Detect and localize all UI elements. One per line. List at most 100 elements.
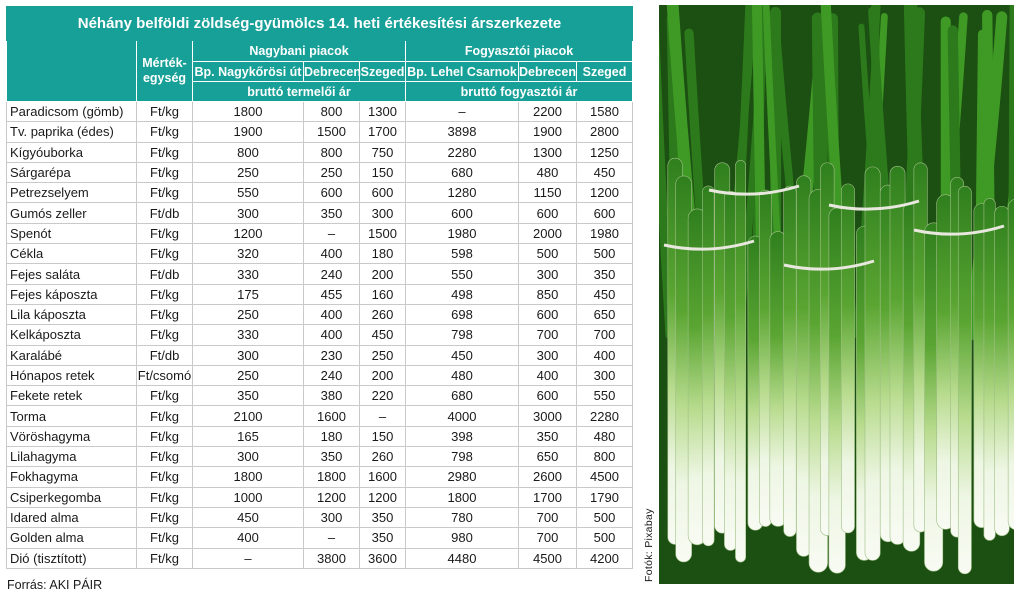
price-cell: – <box>303 222 360 245</box>
table-row: Sárgarépa Ft/kg 250 250 150 680 480 450 <box>6 161 634 184</box>
unit-cell: Ft/kg <box>136 446 193 468</box>
table-row: Lilahagyma Ft/kg 300 350 260 798 650 800 <box>6 446 634 468</box>
unit-cell: Ft/kg <box>136 527 193 549</box>
price-cell: – <box>192 547 304 569</box>
price-cell: 3800 <box>303 547 360 569</box>
product-name: Csiperkegomba <box>6 486 137 508</box>
price-cell: 220 <box>359 385 406 407</box>
market-header: Debrecen <box>518 61 577 82</box>
unit-cell: Ft/kg <box>136 405 193 427</box>
product-name: Paradicsom (gömb) <box>6 100 137 123</box>
price-cell: 1790 <box>575 486 634 508</box>
price-cell: 650 <box>575 303 634 326</box>
price-cell: 1000 <box>192 486 304 508</box>
market-header: Bp. Lehel Csarnok <box>405 61 519 82</box>
price-cell: 350 <box>303 202 360 224</box>
market-header: Debrecen <box>303 61 361 82</box>
price-cell: 3600 <box>359 547 406 569</box>
price-cell: 2800 <box>575 121 634 143</box>
price-cell: 350 <box>359 527 406 549</box>
price-cell: 3000 <box>518 405 577 427</box>
price-cell: 2280 <box>405 141 519 163</box>
price-cell: 330 <box>192 324 304 346</box>
price-cell: 550 <box>192 182 304 204</box>
unit-cell: Ft/kg <box>136 243 193 265</box>
price-cell: 800 <box>575 446 634 468</box>
onion-stalk <box>889 165 906 545</box>
bundle-tie <box>913 224 1005 236</box>
price-cell: 2000 <box>518 222 577 245</box>
price-cell: 1600 <box>303 405 360 427</box>
unit-cell: Ft/kg <box>136 182 193 204</box>
price-cell: 4000 <box>405 405 519 427</box>
price-cell: 1800 <box>192 466 304 488</box>
product-name: Dió (tisztított) <box>6 547 137 569</box>
price-cell: 260 <box>359 303 406 326</box>
spring-onion-photo <box>659 5 1014 584</box>
price-cell: 1980 <box>575 222 634 245</box>
price-cell: 1800 <box>192 100 304 123</box>
market-header: Szeged <box>575 61 634 82</box>
price-cell: 400 <box>192 527 304 549</box>
unit-cell: Ft/db <box>136 202 193 224</box>
table-row: Kelkáposzta Ft/kg 330 400 450 798 700 700 <box>6 324 634 346</box>
table-row: Fejes saláta Ft/db 330 240 200 550 300 350 <box>6 263 634 285</box>
product-name: Fekete retek <box>6 385 137 407</box>
onion-stalk <box>864 166 881 561</box>
price-cell: 300 <box>303 506 360 529</box>
price-cell: 165 <box>192 425 304 448</box>
price-cell: 250 <box>359 344 406 366</box>
price-cell: 798 <box>405 446 519 468</box>
price-cell: 600 <box>303 182 360 204</box>
price-cell: 500 <box>575 527 634 549</box>
source-note: Forrás: AKI PÁIR <box>7 578 103 592</box>
price-cell: 350 <box>575 263 634 285</box>
price-cell: 400 <box>575 344 634 366</box>
bundle-tie <box>783 259 875 271</box>
price-cell: 2100 <box>192 405 304 427</box>
price-cell: – <box>405 100 519 123</box>
price-cell: 1300 <box>518 141 577 163</box>
price-cell: 400 <box>303 324 360 346</box>
price-cell: 500 <box>518 243 577 265</box>
price-cell: 850 <box>518 283 577 305</box>
product-name: Gumós zeller <box>6 202 137 224</box>
price-cell: 598 <box>405 243 519 265</box>
price-cell: 600 <box>518 385 577 407</box>
product-name: Tv. paprika (édes) <box>6 121 137 143</box>
unit-cell: Ft/kg <box>136 506 193 529</box>
price-cell: – <box>303 527 360 549</box>
product-name: Torma <box>6 405 137 427</box>
table-row: Kígyóuborka Ft/kg 800 800 750 2280 1300 1250 <box>6 141 634 163</box>
product-name: Hónapos retek <box>6 364 137 387</box>
price-cell: 180 <box>303 425 360 448</box>
table-body: Paradicsom (gömb) Ft/kg 1800 800 1300–2200 15… <box>6 100 634 569</box>
unit-cell: Ft/kg <box>136 121 193 143</box>
unit-cell: Ft/db <box>136 344 193 366</box>
price-cell: 400 <box>518 364 577 387</box>
price-cell: 500 <box>575 243 634 265</box>
table-row: Vöröshagyma Ft/kg 165 180 150 398 350 480 <box>6 425 634 448</box>
spring-onion-illustration <box>659 5 1014 584</box>
price-cell: 480 <box>575 425 634 448</box>
product-name: Lila káposzta <box>6 303 137 326</box>
bundle-tie <box>708 184 800 196</box>
price-cell: 2600 <box>518 466 577 488</box>
price-cell: 300 <box>518 263 577 285</box>
price-cell: 1200 <box>359 486 406 508</box>
unit-cell: Ft/kg <box>136 324 193 346</box>
onion-stalk <box>994 205 1010 537</box>
price-cell: 1800 <box>303 466 360 488</box>
table-row: Gumós zeller Ft/db 300 350 300 600 600 600 <box>6 202 634 224</box>
price-cell: 550 <box>575 385 634 407</box>
price-cell: 180 <box>359 243 406 265</box>
price-cell: 700 <box>518 527 577 549</box>
price-cell: 350 <box>359 506 406 529</box>
price-cell: 1700 <box>359 121 406 143</box>
price-cell: 600 <box>518 303 577 326</box>
unit-cell: Ft/csomó <box>136 364 193 387</box>
price-cell: 800 <box>303 100 360 123</box>
price-cell: 2200 <box>518 100 577 123</box>
price-cell: 800 <box>303 141 360 163</box>
product-name: Fokhagyma <box>6 466 137 488</box>
